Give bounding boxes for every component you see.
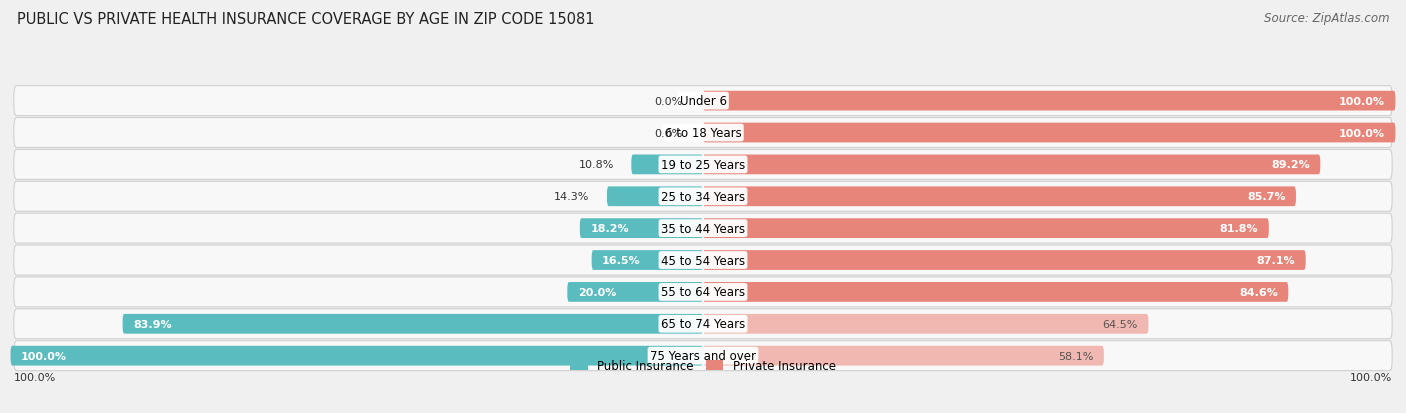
FancyBboxPatch shape — [631, 155, 703, 175]
Text: 75 Years and over: 75 Years and over — [650, 349, 756, 362]
FancyBboxPatch shape — [592, 251, 703, 270]
Text: 10.8%: 10.8% — [578, 160, 614, 170]
FancyBboxPatch shape — [14, 150, 1392, 180]
Text: 18.2%: 18.2% — [591, 223, 628, 234]
FancyBboxPatch shape — [14, 341, 1392, 371]
FancyBboxPatch shape — [703, 123, 1396, 143]
Text: 100.0%: 100.0% — [1339, 128, 1385, 138]
Text: 83.9%: 83.9% — [134, 319, 172, 329]
FancyBboxPatch shape — [14, 86, 1392, 116]
Text: 100.0%: 100.0% — [21, 351, 67, 361]
Text: 64.5%: 64.5% — [1102, 319, 1137, 329]
FancyBboxPatch shape — [607, 187, 703, 206]
Text: PUBLIC VS PRIVATE HEALTH INSURANCE COVERAGE BY AGE IN ZIP CODE 15081: PUBLIC VS PRIVATE HEALTH INSURANCE COVER… — [17, 12, 595, 27]
Text: 16.5%: 16.5% — [602, 255, 641, 266]
Text: 19 to 25 Years: 19 to 25 Years — [661, 159, 745, 171]
FancyBboxPatch shape — [703, 346, 1104, 366]
Text: Source: ZipAtlas.com: Source: ZipAtlas.com — [1264, 12, 1389, 25]
Text: 14.3%: 14.3% — [554, 192, 589, 202]
FancyBboxPatch shape — [10, 346, 703, 366]
Text: 0.0%: 0.0% — [654, 96, 682, 107]
Text: 35 to 44 Years: 35 to 44 Years — [661, 222, 745, 235]
FancyBboxPatch shape — [703, 155, 1320, 175]
Text: 55 to 64 Years: 55 to 64 Years — [661, 286, 745, 299]
Text: 87.1%: 87.1% — [1257, 255, 1295, 266]
FancyBboxPatch shape — [703, 219, 1268, 238]
Text: 20.0%: 20.0% — [578, 287, 616, 297]
FancyBboxPatch shape — [14, 277, 1392, 307]
Legend: Public Insurance, Private Insurance: Public Insurance, Private Insurance — [571, 359, 835, 372]
Text: 25 to 34 Years: 25 to 34 Years — [661, 190, 745, 203]
FancyBboxPatch shape — [703, 92, 1396, 111]
Text: 58.1%: 58.1% — [1059, 351, 1094, 361]
Text: 81.8%: 81.8% — [1220, 223, 1258, 234]
FancyBboxPatch shape — [703, 251, 1306, 270]
FancyBboxPatch shape — [703, 314, 1149, 334]
FancyBboxPatch shape — [14, 118, 1392, 148]
Text: 45 to 54 Years: 45 to 54 Years — [661, 254, 745, 267]
FancyBboxPatch shape — [703, 282, 1288, 302]
Text: 100.0%: 100.0% — [1350, 373, 1392, 382]
Text: 85.7%: 85.7% — [1247, 192, 1285, 202]
FancyBboxPatch shape — [579, 219, 703, 238]
Text: 65 to 74 Years: 65 to 74 Years — [661, 318, 745, 330]
FancyBboxPatch shape — [14, 245, 1392, 275]
Text: 100.0%: 100.0% — [1339, 96, 1385, 107]
Text: 6 to 18 Years: 6 to 18 Years — [665, 127, 741, 140]
Text: Under 6: Under 6 — [679, 95, 727, 108]
FancyBboxPatch shape — [14, 214, 1392, 244]
Text: 0.0%: 0.0% — [654, 128, 682, 138]
FancyBboxPatch shape — [703, 187, 1296, 206]
FancyBboxPatch shape — [14, 182, 1392, 212]
FancyBboxPatch shape — [567, 282, 703, 302]
FancyBboxPatch shape — [14, 309, 1392, 339]
Text: 100.0%: 100.0% — [14, 373, 56, 382]
Text: 89.2%: 89.2% — [1271, 160, 1310, 170]
Text: 84.6%: 84.6% — [1239, 287, 1278, 297]
FancyBboxPatch shape — [122, 314, 703, 334]
